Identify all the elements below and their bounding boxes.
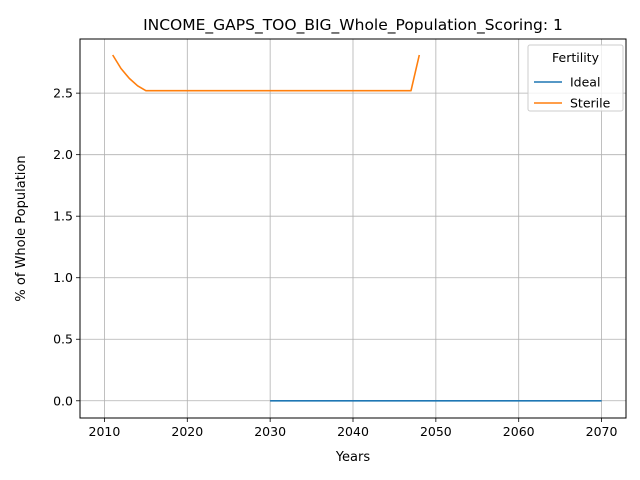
x-axis-label: Years (335, 450, 371, 465)
chart-title: INCOME_GAPS_TOO_BIG_Whole_Population_Sco… (143, 16, 563, 35)
x-tick-label: 2020 (171, 424, 203, 439)
y-tick-label: 0.0 (53, 393, 73, 408)
x-tick-label: 2060 (503, 424, 535, 439)
y-tick-label: 0.5 (53, 332, 73, 347)
x-tick-label: 2050 (420, 424, 452, 439)
series-lines (112, 54, 602, 402)
x-tick-label: 2030 (254, 424, 286, 439)
legend-label-ideal: Ideal (570, 75, 600, 90)
x-tick-label: 2040 (337, 424, 369, 439)
x-tick-label: 2010 (89, 424, 121, 439)
y-tick-label: 1.0 (53, 270, 73, 285)
legend: Fertility Ideal Sterile (527, 44, 624, 112)
y-axis-label: % of Whole Population (14, 155, 29, 301)
legend-label-sterile: Sterile (570, 96, 611, 111)
x-tick-label: 2070 (586, 424, 618, 439)
legend-title: Fertility (552, 50, 600, 65)
y-tick-label: 1.5 (53, 209, 73, 224)
x-axis-ticks: 2010 2020 2030 2040 2050 2060 2070 (89, 418, 618, 439)
legend-items: Ideal Sterile (534, 75, 611, 111)
series-line-sterile (112, 54, 421, 92)
y-tick-label: 2.5 (53, 86, 73, 101)
y-tick-label: 2.0 (53, 147, 73, 162)
y-axis-ticks: 0.0 0.5 1.0 1.5 2.0 2.5 (53, 86, 80, 408)
legend-box (527, 44, 624, 112)
